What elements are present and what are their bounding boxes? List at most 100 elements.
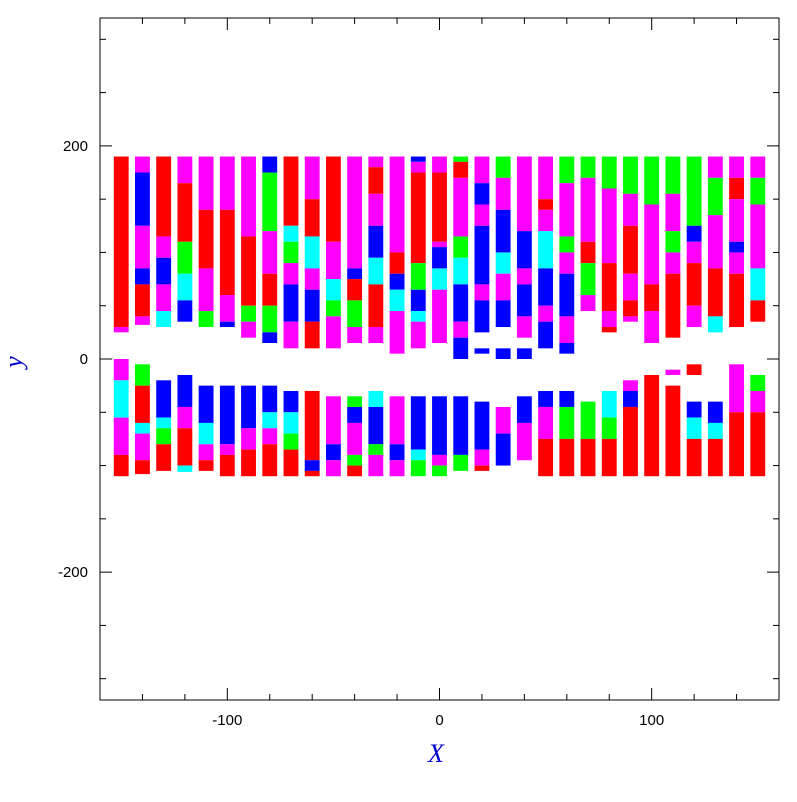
strip-segment	[729, 177, 744, 200]
strip-segment	[516, 156, 532, 232]
strip-segment	[707, 177, 723, 216]
strip-segment	[262, 156, 278, 173]
strip-segment	[623, 300, 638, 317]
strip-segment	[241, 321, 256, 338]
strip-segment	[623, 193, 638, 226]
strip-segment	[474, 401, 490, 450]
strip-segment	[686, 225, 702, 242]
strip-segment	[580, 156, 596, 178]
y-tick-label: 200	[63, 138, 88, 155]
strip-segment	[559, 236, 575, 253]
strip-segment	[410, 311, 426, 322]
strip-segment	[389, 156, 405, 253]
strip-segment	[686, 417, 702, 439]
strip-segment	[474, 465, 490, 471]
strip-segment	[559, 183, 575, 237]
strip-segment	[729, 156, 744, 178]
strip-segment	[538, 406, 554, 439]
strip-segment	[283, 449, 299, 477]
strip-segment	[559, 438, 575, 477]
strip-segment	[410, 172, 426, 264]
strip-segment	[707, 215, 723, 269]
strip-segment	[516, 268, 532, 285]
strip-segment	[219, 444, 235, 455]
strip-segment	[665, 385, 681, 477]
strip-segment	[453, 156, 469, 162]
strip-segment	[283, 390, 299, 413]
strip-segment	[474, 183, 490, 205]
strip-segment	[538, 268, 554, 306]
strip-segment	[135, 284, 150, 317]
strip-segment	[623, 406, 638, 477]
strip-segment	[135, 156, 150, 173]
strip-segment	[601, 438, 617, 477]
strip-segment	[453, 257, 469, 285]
y-tick-label: -200	[58, 564, 88, 581]
strip-segment	[474, 348, 490, 354]
strip-segment	[729, 241, 744, 253]
strip-segment	[156, 428, 172, 445]
strip-segment	[580, 241, 596, 264]
strip-segment	[177, 406, 193, 429]
strip-segment	[410, 321, 426, 349]
strip-segment	[219, 321, 235, 328]
strip-segment	[304, 268, 320, 290]
strip-segment	[580, 177, 596, 242]
strip-segment	[432, 172, 447, 242]
strip-segment	[325, 156, 341, 242]
strip-segment	[198, 209, 214, 269]
strip-segment	[389, 396, 405, 445]
strip-segment	[241, 385, 256, 429]
strip-segment	[368, 454, 384, 477]
strip-segment	[304, 289, 320, 322]
strip-segment	[219, 209, 235, 296]
strip-segment	[262, 385, 278, 413]
strip-segment	[262, 305, 278, 333]
strip-segment	[538, 231, 554, 269]
strip-segment	[495, 406, 511, 434]
strip-segment	[601, 311, 617, 328]
strip-segment	[113, 327, 129, 333]
strip-segment	[432, 396, 447, 455]
strip-segment	[347, 156, 363, 269]
strip-segment	[538, 156, 554, 200]
strip-segment	[410, 289, 426, 312]
strip-segment	[601, 327, 617, 333]
strip-segment	[198, 460, 214, 471]
strip-segment	[516, 422, 532, 461]
strip-segment	[113, 359, 129, 381]
strip-segment	[495, 348, 511, 359]
strip-segment	[113, 454, 129, 477]
strip-segment	[665, 252, 681, 274]
strip-segment	[368, 193, 384, 226]
strip-segment	[432, 241, 447, 248]
strip-segment	[198, 444, 214, 461]
strip-segment	[347, 268, 363, 280]
strip-segment	[177, 300, 193, 322]
strip-segment	[495, 433, 511, 466]
strip-segment	[750, 412, 766, 477]
strip-segment	[410, 396, 426, 450]
strip-segment	[177, 241, 193, 274]
strip-segment	[325, 316, 341, 349]
strip-segment	[580, 438, 596, 477]
strip-segment	[135, 225, 150, 269]
strip-segment	[325, 241, 341, 280]
strip-segment	[135, 433, 150, 461]
strip-segment	[283, 284, 299, 322]
strip-segment	[156, 284, 172, 312]
strip-segment	[283, 321, 299, 349]
strip-segment	[750, 374, 766, 391]
strip-segment	[135, 460, 150, 475]
strip-segment	[283, 433, 299, 450]
strip-segment	[432, 156, 447, 173]
strip-segment	[304, 236, 320, 269]
strip-segment	[729, 412, 744, 477]
strip-segment	[389, 444, 405, 461]
strip-segment	[113, 156, 129, 328]
strip-segment	[707, 268, 723, 317]
strip-segment	[538, 390, 554, 407]
strip-segment	[156, 257, 172, 285]
strip-segment	[453, 396, 469, 455]
strip-segment	[686, 401, 702, 418]
